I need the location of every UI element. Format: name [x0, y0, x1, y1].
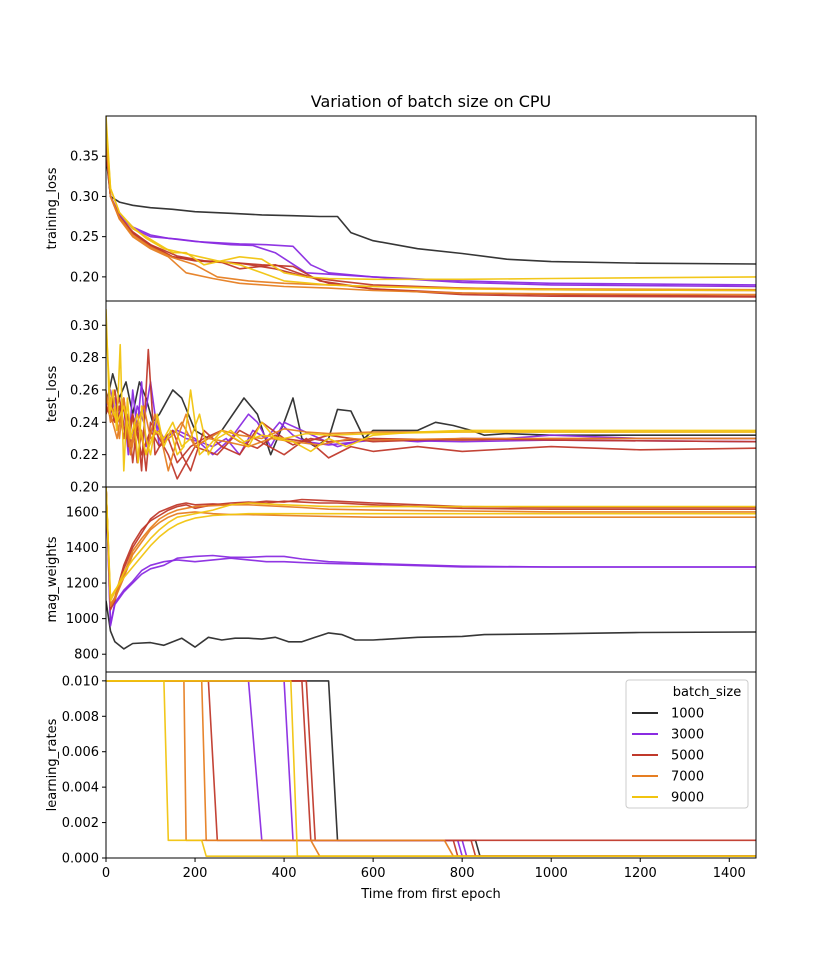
- y-axis-label: test_loss: [45, 365, 60, 422]
- series-line-9000: [106, 123, 756, 281]
- y-tick-label: 0.004: [62, 781, 99, 796]
- y-tick-label: 0.002: [62, 816, 99, 831]
- x-tick-label: 1200: [624, 866, 657, 881]
- y-axis-label: training_loss: [45, 167, 60, 249]
- y-tick-label: 1000: [66, 612, 99, 627]
- y-tick-label: 800: [74, 648, 99, 663]
- series-line-7000: [106, 487, 756, 608]
- series-line-9000: [106, 325, 756, 456]
- legend: batch_size 1000 3000 5000 7000 9000: [625, 679, 749, 809]
- y-axis-label: mag_weights: [45, 536, 60, 622]
- x-tick-label: 200: [183, 866, 208, 881]
- series-line-1000: [106, 600, 756, 650]
- series-line-3000: [106, 381, 756, 456]
- series-line-5000: [106, 348, 756, 472]
- panel-frame: [105, 671, 757, 859]
- y-axis-label: learning_rates: [45, 718, 60, 811]
- legend-label-3000: 3000: [671, 728, 704, 743]
- series-group: [106, 309, 756, 480]
- y-tick-label: 0.000: [62, 852, 99, 867]
- y-tick-label: 0.35: [70, 150, 99, 165]
- series-line-9000: [106, 680, 756, 858]
- y-tick-label: 0.006: [62, 745, 99, 760]
- panel-frame: [105, 486, 757, 673]
- series-line-1000: [106, 156, 756, 265]
- y-tick-label: 1600: [66, 505, 99, 520]
- panel-frame: [105, 300, 757, 488]
- series-line-9000: [106, 487, 756, 599]
- series-group: [106, 116, 756, 298]
- series-line-5000: [106, 148, 756, 298]
- series-line-5000: [106, 487, 756, 611]
- series-line-3000: [106, 148, 756, 288]
- series-line-3000: [106, 381, 756, 456]
- series-group: [106, 487, 756, 650]
- series-line-3000: [106, 487, 756, 625]
- x-tick-label: 800: [450, 866, 475, 881]
- y-tick-label: 1200: [66, 577, 99, 592]
- chart-panels: 0.200.250.300.35training_loss0.200.220.2…: [45, 115, 757, 867]
- chart-title: Variation of batch size on CPU: [311, 92, 552, 111]
- series-line-7000: [106, 487, 756, 606]
- legend-label-7000: 7000: [671, 770, 704, 785]
- y-tick-label: 0.20: [70, 481, 99, 496]
- x-tick-label: 600: [361, 866, 386, 881]
- y-tick-label: 0.26: [70, 383, 99, 398]
- series-line-7000: [106, 140, 756, 296]
- x-axis-label: Time from first epoch: [360, 887, 500, 902]
- panel-training_loss: 0.20 0.25 0.30 0.35 training_loss: [45, 115, 757, 302]
- x-axis: 0 200 400 600 800 1000 1200 1400: [102, 858, 746, 881]
- x-tick-label: 1000: [535, 866, 568, 881]
- panel-learning_rates: 0.000 0.002 0.004 0.006 0.008 0.010 learning_r…: [45, 671, 757, 867]
- series-line-9000: [106, 487, 756, 602]
- panel-frame: [105, 115, 757, 302]
- y-tick-label: 0.30: [70, 319, 99, 334]
- series-line-9000: [106, 309, 756, 472]
- y-tick-label: 0.010: [62, 674, 99, 689]
- y-tick-label: 0.25: [70, 230, 99, 245]
- series-line-3000: [106, 487, 756, 627]
- series-line-9000: [106, 116, 756, 292]
- legend-label-9000: 9000: [671, 791, 704, 806]
- panel-test_loss: 0.20 0.22 0.24 0.26 0.28 0.30 test_loss: [45, 300, 757, 496]
- y-tick-label: 1400: [66, 541, 99, 556]
- legend-label-1000: 1000: [671, 707, 704, 722]
- y-tick-label: 0.22: [70, 448, 99, 463]
- series-line-5000: [106, 148, 756, 297]
- panel-mag_weights: 800 1000 1200 1400 1600 mag_weights: [45, 486, 757, 673]
- legend-title: batch_size: [673, 685, 741, 700]
- y-tick-label: 0.24: [70, 416, 99, 431]
- x-tick-label: 1400: [713, 866, 746, 881]
- series-group: [106, 680, 756, 858]
- y-tick-label: 0.008: [62, 710, 99, 725]
- legend-label-5000: 5000: [671, 749, 704, 764]
- y-tick-label: 0.28: [70, 351, 99, 366]
- x-tick-label: 400: [272, 866, 297, 881]
- series-line-7000: [106, 140, 756, 291]
- y-tick-label: 0.30: [70, 190, 99, 205]
- x-tick-label: 0: [102, 866, 110, 881]
- y-tick-label: 0.20: [70, 270, 99, 285]
